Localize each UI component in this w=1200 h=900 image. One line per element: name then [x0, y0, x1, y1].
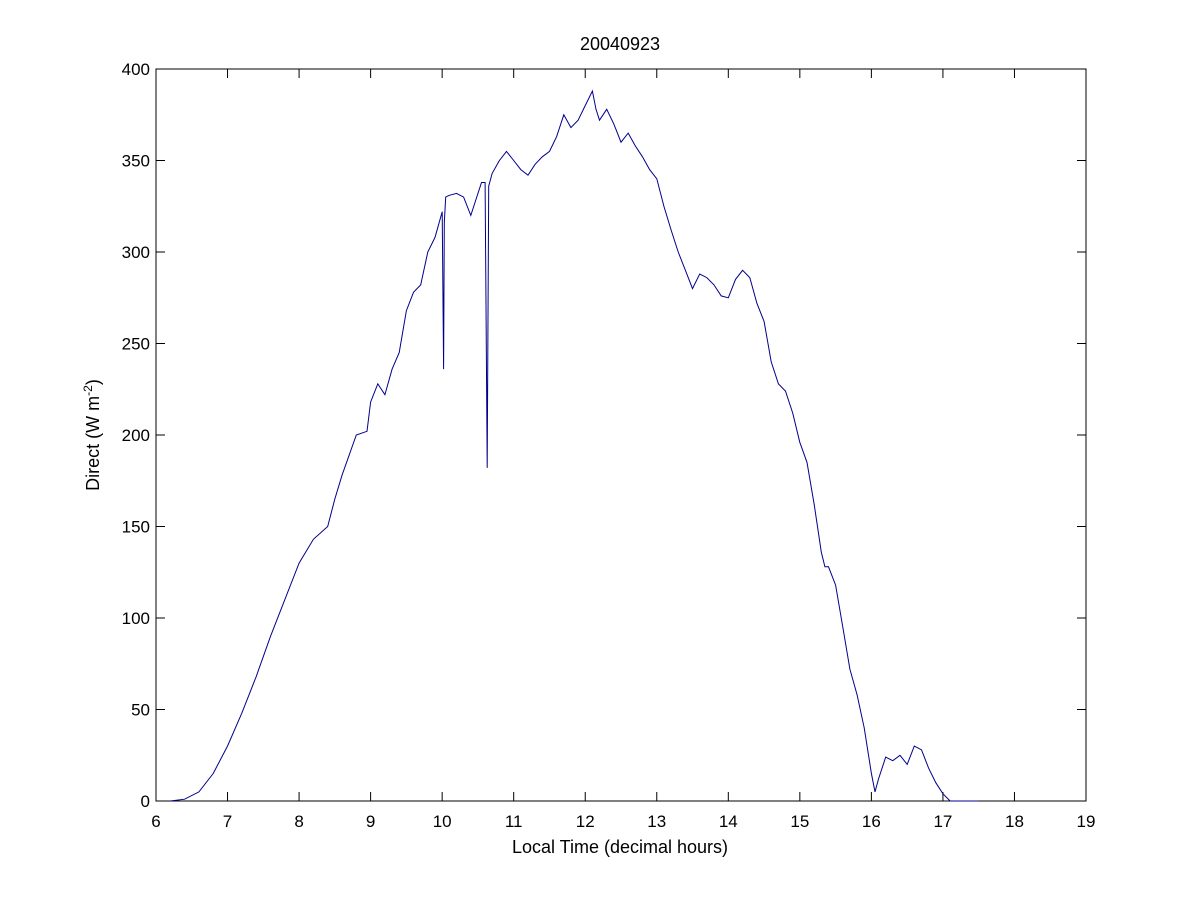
y-tick-label: 400 — [122, 60, 150, 79]
y-axis: 0 50 100 150 200 250 300 350 400 — [122, 60, 1086, 811]
y-tick-label: 350 — [122, 152, 150, 171]
x-tick-label: 7 — [223, 812, 232, 831]
y-tick-label: 150 — [122, 518, 150, 537]
x-tick-label: 6 — [151, 812, 160, 831]
y-tick-label: 0 — [141, 792, 150, 811]
x-axis: 6 7 8 9 10 11 12 13 14 15 16 17 18 19 — [151, 69, 1095, 831]
plot-area — [155, 68, 1087, 802]
y-axis-label-superscript: -2 — [81, 385, 95, 396]
x-tick-label: 12 — [576, 812, 595, 831]
x-tick-label: 16 — [862, 812, 881, 831]
x-tick-label: 19 — [1077, 812, 1096, 831]
series-line — [170, 89, 979, 802]
x-tick-label: 15 — [790, 812, 809, 831]
y-tick-label: 100 — [122, 609, 150, 628]
x-tick-label: 8 — [294, 812, 303, 831]
x-tick-label: 17 — [933, 812, 952, 831]
x-axis-label: Local Time (decimal hours) — [512, 837, 728, 857]
x-tick-label: 9 — [366, 812, 375, 831]
chart-title: 20040923 — [580, 34, 660, 54]
y-tick-label: 50 — [131, 701, 150, 720]
x-tick-label: 18 — [1005, 812, 1024, 831]
y-tick-label: 250 — [122, 335, 150, 354]
y-axis-label-main: Direct (W m — [83, 396, 103, 491]
x-tick-label: 13 — [647, 812, 666, 831]
x-tick-label: 11 — [505, 812, 523, 831]
y-axis-label-close: ) — [83, 379, 103, 385]
x-tick-label: 10 — [433, 812, 452, 831]
y-tick-label: 200 — [122, 426, 150, 445]
y-axis-label: Direct (W m-2) — [81, 379, 103, 491]
y-tick-label: 300 — [122, 243, 150, 262]
x-tick-label: 14 — [719, 812, 738, 831]
